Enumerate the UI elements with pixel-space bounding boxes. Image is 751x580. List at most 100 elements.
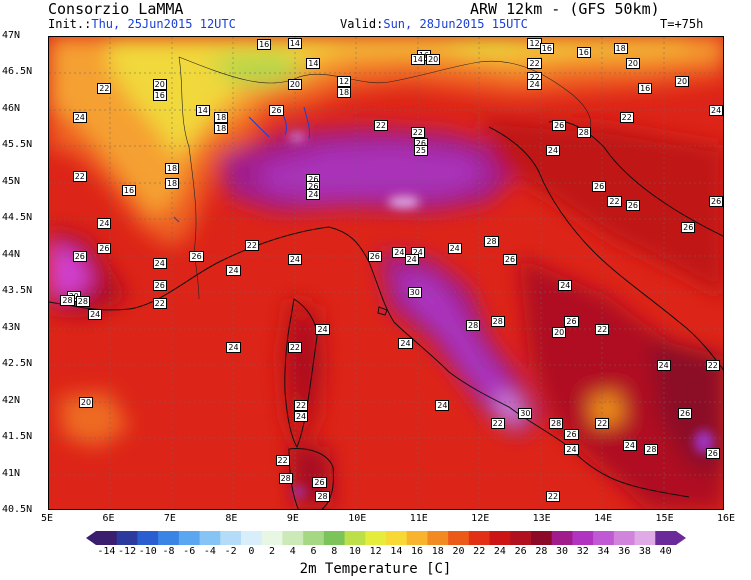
lat-lon-grid (49, 37, 723, 509)
temperature-value-label: 24 (404, 254, 419, 266)
temperature-value-label: 20 (552, 327, 567, 339)
temperature-value-label: 24 (306, 188, 321, 200)
colorbar-cell (468, 531, 491, 545)
temperature-value-label: 26 (189, 250, 204, 262)
temperature-value-label: 26 (552, 119, 567, 131)
colorbar-cells (96, 531, 677, 545)
temperature-value-label: 24 (226, 265, 241, 277)
lon-tick-label: 12E (471, 513, 490, 524)
colorbar-cell (344, 531, 366, 545)
colorbar-cell (613, 531, 636, 545)
temperature-value-label: 18 (214, 123, 229, 135)
lon-tick-label: 10E (348, 513, 367, 524)
temperature-labels: 1416162014121616182022201614201218222224… (49, 37, 723, 509)
lon-tick-label: 8E (225, 513, 238, 524)
temperature-value-label: 26 (152, 279, 167, 291)
temperature-value-label: 28 (576, 126, 591, 138)
temperature-value-label: 22 (293, 400, 309, 412)
colorbar-tick-label: 24 (493, 546, 506, 557)
colorbar-tick-label: 32 (576, 546, 589, 557)
colorbar-tick-label: -10 (138, 546, 157, 557)
temperature-value-label: 30 (407, 287, 422, 299)
temperature-value-label: 12 (336, 75, 352, 87)
lon-tick-label: 7E (163, 513, 176, 524)
valid-value: Sun, 28Jun2015 15UTC (383, 17, 528, 31)
temperature-value-label: 18 (214, 112, 229, 124)
temperature-value-label: 24 (656, 360, 671, 372)
temperature-value-label: 24 (545, 145, 561, 157)
temperature-value-label: 28 (644, 444, 659, 455)
colorbar-tick-label: -12 (118, 546, 137, 557)
temperature-value-label: 22 (595, 418, 610, 430)
temperature-value-label: 20 (426, 53, 441, 65)
temperature-value-label: 18 (164, 163, 180, 175)
temperature-value-label: 28 (315, 491, 330, 503)
temperature-value-label: 28 (466, 320, 481, 332)
temperature-value-label: 22 (705, 360, 720, 372)
temperature-value-label: 24 (97, 217, 112, 229)
temperature-value-label: 24 (398, 338, 413, 350)
temperature-value-label: 20 (78, 396, 94, 408)
colorbar-left-arrow (86, 531, 96, 545)
temperature-value-label: 24 (558, 279, 573, 291)
temperature-value-label: 22 (97, 83, 112, 95)
colorbar-right-arrow (676, 531, 686, 545)
temperature-value-label: 26 (367, 250, 382, 262)
colorbar-tick-label: 40 (659, 546, 672, 557)
temperature-value-label: 22 (287, 341, 302, 353)
colorbar-cell (241, 531, 263, 545)
temperature-value-label: 16 (257, 39, 272, 51)
temperature-value-label: 14 (195, 104, 210, 116)
temperature-value-label: 20 (287, 79, 302, 91)
colorbar-cell (510, 531, 532, 545)
temperature-value-label: 26 (502, 254, 518, 266)
temperature-value-label: 24 (152, 258, 167, 270)
colorbar-tick-label: 2 (269, 546, 276, 557)
temperature-value-label: 24 (622, 440, 637, 452)
colorbar-cell (220, 531, 242, 545)
temperature-value-label: 30 (518, 407, 533, 419)
temperature-value-label: 26 (312, 476, 327, 488)
colorbar-cell (365, 531, 387, 545)
lon-tick-label: 13E (532, 513, 551, 524)
colorbar-cell (178, 531, 201, 545)
colorbar-cell (96, 531, 118, 545)
colorbar-tick-label: 12 (369, 546, 382, 557)
colorbar-cell (137, 531, 159, 545)
colorbar-tick-label: 22 (473, 546, 486, 557)
temperature-value-label: 18 (164, 177, 180, 189)
lon-tick-label: 9E (286, 513, 299, 524)
colorbar-tick-label: 4 (289, 546, 296, 557)
lat-tick-label: 46N (2, 102, 21, 114)
temperature-value-label: 28 (484, 236, 499, 248)
lat-tick-label: 44N (2, 248, 21, 260)
temperature-value-label: 22 (607, 196, 622, 208)
lon-tick-label: 5E (41, 513, 54, 524)
temperature-value-label: 22 (619, 112, 634, 124)
model-title: ARW 12km - (GFS 50km) (470, 0, 660, 18)
temperature-value-label: 22 (595, 323, 610, 335)
colorbar-cell (303, 531, 325, 545)
colorbar-cell (593, 531, 615, 545)
temperature-value-label: 24 (392, 247, 407, 259)
lon-tick-label: 14E (594, 513, 613, 524)
temperature-value-label: 26 (592, 181, 607, 193)
temperature-value-label: 24 (315, 323, 330, 335)
colorbar-tick-label: -6 (183, 546, 196, 557)
temperature-value-label: 26 (678, 407, 693, 419)
temperature-value-label: 22 (152, 298, 167, 310)
temperature-value-label: 16 (539, 42, 554, 54)
colorbar-tick-label: 36 (618, 546, 631, 557)
temperature-field (49, 37, 723, 509)
colorbar-tick-label: -2 (224, 546, 237, 557)
colorbar-tick-label: 0 (248, 546, 255, 557)
temperature-value-label: 24 (72, 112, 87, 124)
colorbar-ticks: -14 -12 -10 -8 -6 -4 -2 0 2 4 6 8 10 12 14 16 18 20 22 24 26… (86, 546, 671, 558)
temperature-value-label: 16 (121, 185, 137, 197)
temperature-value-label: 14 (306, 57, 321, 69)
valid-prefix: Valid: (340, 17, 384, 31)
lat-tick-label: 42.5N (2, 358, 33, 370)
temperature-value-label: 28 (75, 295, 90, 307)
temperature-value-label: 26 (625, 199, 640, 211)
temperature-value-label: 16 (638, 83, 653, 95)
